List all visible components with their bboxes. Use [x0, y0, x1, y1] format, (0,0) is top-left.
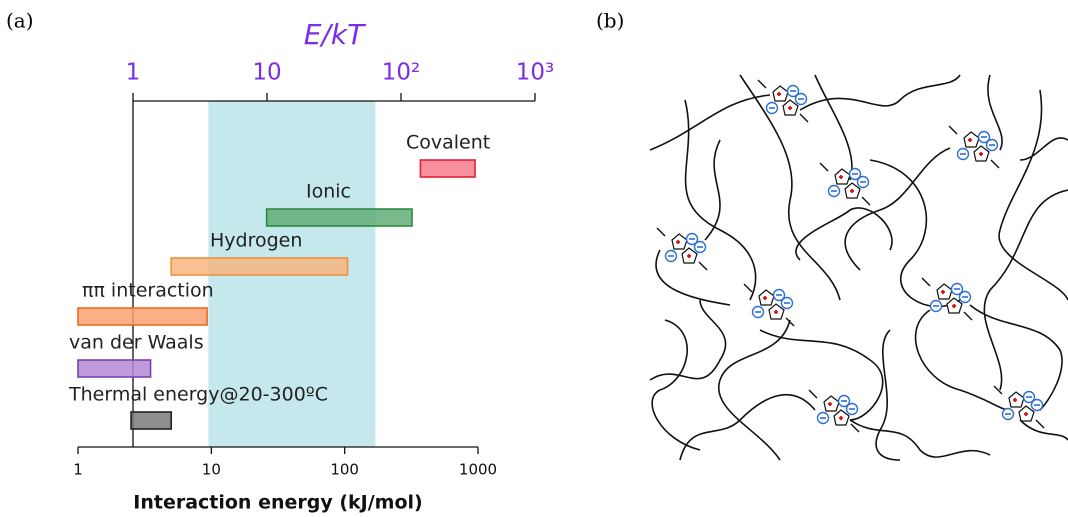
ionic-cluster [757, 79, 809, 123]
x2-tick-label: 10³ [516, 60, 555, 86]
series-label: Covalent [406, 132, 490, 154]
chain [1019, 137, 1068, 161]
chain [914, 309, 1011, 411]
range-bar [77, 307, 208, 326]
range-bar [77, 359, 152, 378]
chain [651, 319, 701, 451]
series-label: Thermal energy@20-300ºC [68, 384, 328, 406]
x2-tick-label: 10² [382, 60, 421, 86]
chain [844, 147, 951, 271]
series-label: van der Waals [69, 332, 204, 354]
x2-tick-label: 1 [126, 60, 141, 86]
x-tick-label: 10 [202, 461, 221, 479]
ionic-cluster [656, 227, 708, 271]
panel-label: (a) [6, 9, 34, 33]
x-axis-title: Interaction energy (kJ/mol) [133, 492, 422, 514]
ionic-cluster [808, 389, 860, 433]
chain [795, 207, 893, 261]
chain [655, 249, 731, 306]
ionic-cluster [743, 283, 795, 327]
series-label: ππ interaction [82, 280, 214, 302]
plot: 1 10 100 1000 Interaction energy (kJ/mol) 1 10… [68, 18, 554, 514]
x-tick-label: 1000 [459, 461, 497, 479]
chain [684, 99, 757, 301]
range-bar [170, 257, 349, 276]
range-bar [130, 411, 172, 430]
panel-label: (b) [596, 9, 624, 33]
x2-tick-label: 10 [252, 60, 281, 86]
chain [1019, 419, 1068, 441]
ionic-cluster [921, 277, 973, 321]
series-label: Hydrogen [210, 230, 302, 252]
chain [739, 74, 841, 301]
chain [983, 189, 1068, 391]
x-tick-label: 1 [73, 461, 83, 479]
chain [649, 94, 771, 151]
chain [969, 304, 1063, 411]
chain [869, 159, 961, 308]
polymer-network [649, 74, 1068, 461]
x-tick-label: 100 [330, 461, 359, 479]
ionic-cluster [948, 125, 1000, 169]
chain [987, 74, 1003, 151]
ionic-cluster [819, 162, 871, 206]
chain [875, 329, 901, 461]
x2-axis-title: E/kT [304, 18, 366, 51]
range-bar [419, 159, 476, 178]
chain [717, 319, 791, 461]
chain [679, 393, 816, 461]
chain [759, 329, 884, 421]
chain [799, 74, 961, 111]
chain [998, 89, 1068, 301]
chain [849, 419, 991, 458]
series-label: Ionic [306, 181, 351, 203]
chain [649, 299, 727, 381]
chain [704, 139, 721, 241]
range-bar [265, 208, 413, 227]
